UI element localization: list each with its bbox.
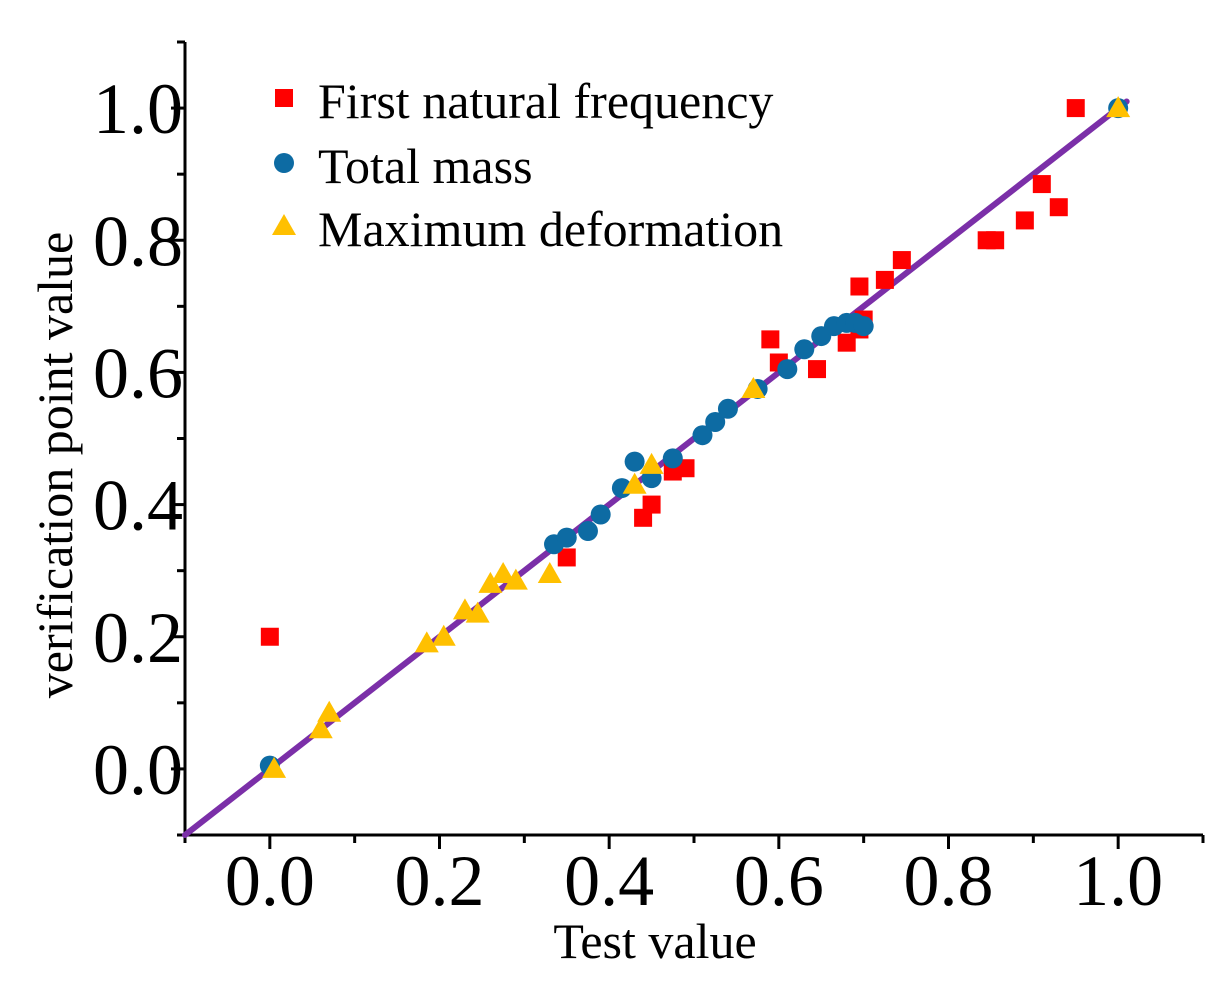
y-tick-label: 1.0 bbox=[93, 69, 183, 149]
legend: First natural frequency Total mass Maximum… bbox=[272, 73, 783, 257]
data-point-square bbox=[260, 627, 279, 646]
data-point-triangle bbox=[491, 561, 516, 583]
data-point-triangle bbox=[431, 624, 456, 646]
data-point-circle bbox=[794, 339, 815, 360]
x-tick-label: 1.0 bbox=[1073, 841, 1163, 921]
x-axis-label: Test value bbox=[553, 913, 756, 969]
data-point-circle bbox=[624, 451, 645, 472]
axes bbox=[171, 40, 1205, 849]
data-point-square bbox=[761, 330, 780, 349]
x-tick-label: 0.2 bbox=[395, 841, 485, 921]
data-point-circle bbox=[777, 359, 798, 380]
series-circle bbox=[259, 98, 1129, 776]
y-tick-label: 0.0 bbox=[93, 730, 183, 810]
x-tick-label: 0.6 bbox=[734, 841, 824, 921]
data-point-square bbox=[875, 270, 894, 289]
y-tick-label: 0.6 bbox=[93, 333, 183, 413]
data-point-triangle bbox=[639, 452, 664, 474]
data-point-square bbox=[1049, 198, 1068, 217]
y-axis-label: verification point value bbox=[27, 232, 83, 699]
data-point-triangle bbox=[478, 571, 503, 593]
data-point-circle bbox=[577, 521, 598, 542]
x-tick-label: 0.4 bbox=[564, 841, 654, 921]
data-point-triangle bbox=[317, 700, 342, 722]
data-point-square bbox=[642, 495, 661, 514]
legend-label: First natural frequency bbox=[318, 73, 773, 129]
x-tick-label: 0.8 bbox=[904, 841, 994, 921]
data-point-square bbox=[1015, 211, 1034, 230]
data-point-triangle bbox=[741, 376, 766, 398]
data-point-circle bbox=[705, 411, 726, 432]
data-point-circle bbox=[662, 448, 683, 469]
data-point-square bbox=[892, 251, 911, 270]
data-point-square bbox=[1032, 175, 1051, 194]
legend-marker-triangle bbox=[272, 214, 296, 235]
data-point-circle bbox=[556, 527, 577, 548]
data-point-triangle bbox=[503, 568, 528, 590]
legend-label: Total mass bbox=[318, 138, 533, 194]
data-point-triangle bbox=[262, 756, 287, 778]
data-point-circle bbox=[717, 398, 738, 419]
series-triangle bbox=[262, 96, 1131, 778]
legend-label: Maximum deformation bbox=[318, 201, 783, 257]
data-point-triangle bbox=[537, 561, 562, 583]
y-tick-label: 0.8 bbox=[93, 201, 183, 281]
data-point-triangle bbox=[414, 631, 439, 653]
data-point-circle bbox=[590, 504, 611, 525]
data-point-square bbox=[850, 277, 869, 296]
data-points bbox=[259, 96, 1131, 778]
y-tick-label: 0.4 bbox=[93, 466, 183, 546]
tick-labels: 0.0 0.2 0.4 0.6 0.8 1.0 0.0 0.2 0.4 0.6 0.8 1.0 bbox=[93, 69, 1163, 921]
data-point-circle bbox=[692, 425, 713, 446]
data-point-triangle bbox=[1106, 96, 1131, 118]
data-point-circle bbox=[853, 316, 874, 337]
data-point-square bbox=[557, 548, 576, 567]
data-point-triangle bbox=[465, 601, 490, 623]
data-point-triangle bbox=[308, 717, 333, 739]
data-point-triangle bbox=[622, 472, 647, 494]
legend-marker-square bbox=[275, 89, 293, 107]
y-tick-label: 0.2 bbox=[93, 598, 183, 678]
data-point-square bbox=[808, 360, 827, 379]
x-tick-label: 0.0 bbox=[225, 841, 315, 921]
legend-marker-circle bbox=[274, 153, 294, 173]
data-point-square bbox=[1066, 99, 1085, 118]
data-point-square bbox=[986, 231, 1005, 250]
